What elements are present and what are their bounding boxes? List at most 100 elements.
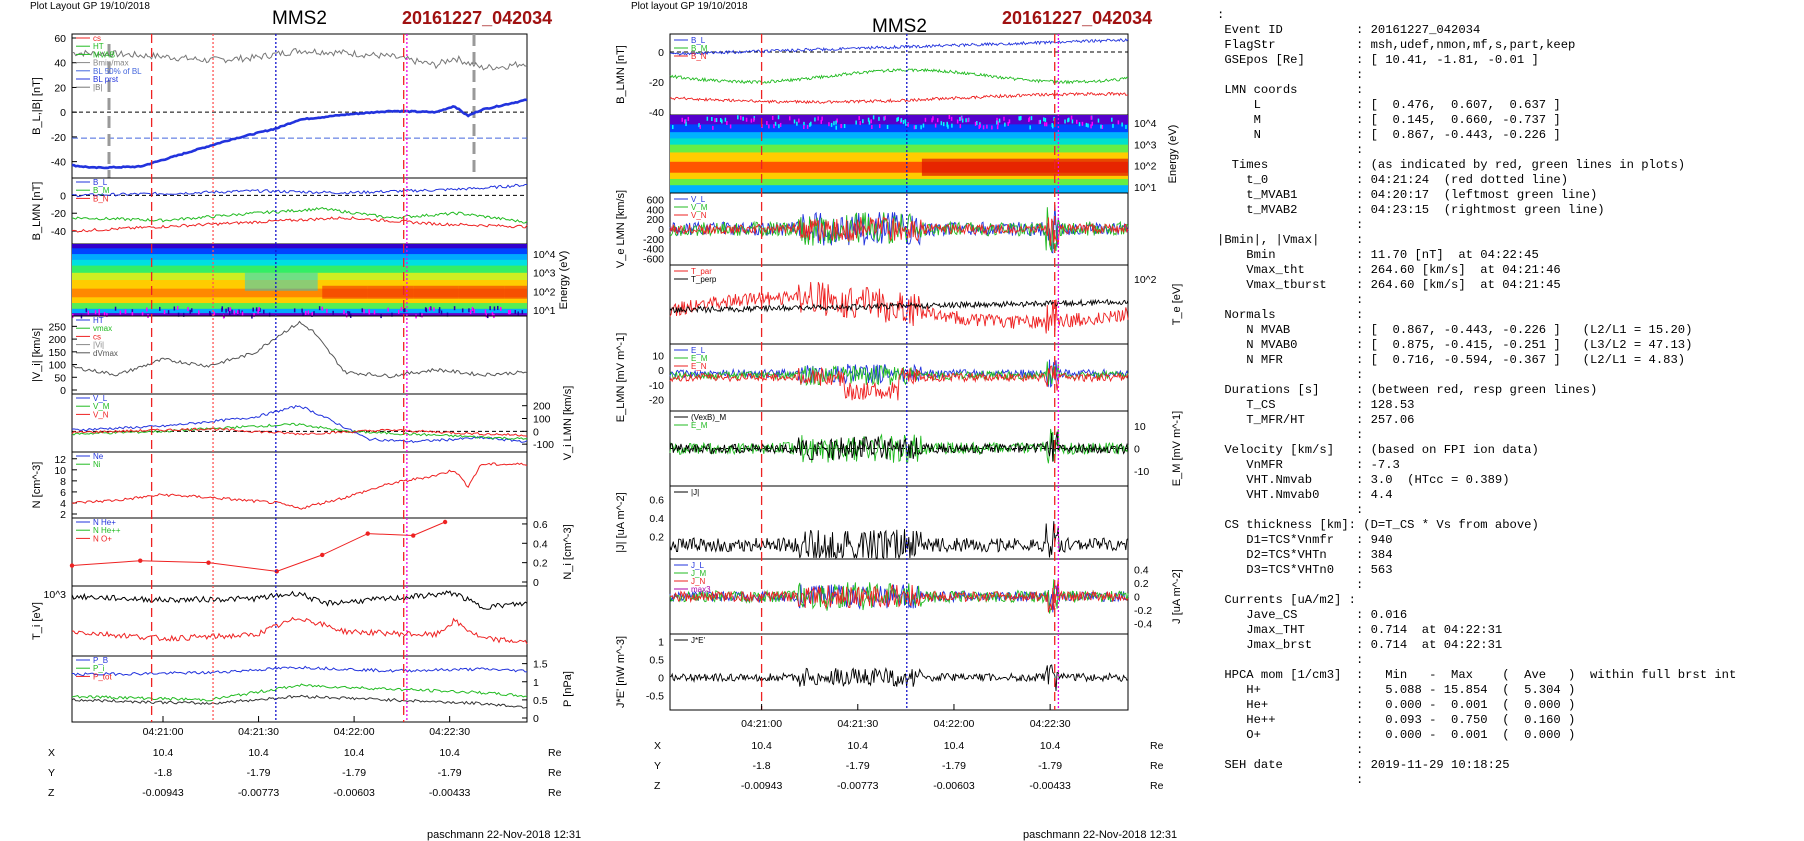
spectrogram-noise — [173, 306, 176, 311]
series-b-n — [71, 216, 528, 233]
y-axis-label: B_L,|B| [nT] — [31, 77, 43, 135]
legend-label: cs — [93, 34, 101, 43]
spectrogram-noise — [163, 310, 166, 315]
legend-label: (VexB)_M — [691, 413, 726, 422]
position-value: -0.00433 — [429, 787, 471, 799]
series-bl — [71, 98, 528, 170]
spectrogram-noise — [1125, 124, 1127, 129]
spectrogram-noise — [936, 118, 939, 123]
y-axis-label: T_i [eV] — [31, 602, 43, 640]
spectrogram-noise — [1045, 122, 1048, 127]
spectrogram-noise — [508, 310, 511, 315]
position-value: -0.00603 — [933, 780, 975, 792]
position-row-label: X — [48, 747, 55, 759]
spectrogram-noise — [719, 118, 722, 123]
y-tick-label: -200 — [643, 234, 664, 246]
spectrogram-noise — [373, 310, 376, 315]
spectrogram-noise — [886, 125, 889, 130]
legend-label: P_B — [93, 656, 108, 665]
position-value: 10.4 — [248, 747, 269, 759]
spectrogram-noise — [803, 121, 805, 126]
spectrogram-noise — [729, 124, 732, 129]
spectrogram-noise — [1121, 122, 1123, 127]
spectrogram-noise — [998, 118, 1001, 123]
y-tick-label: 6 — [60, 487, 66, 499]
energy-tick-label: 10^2 — [533, 286, 556, 298]
spectrogram-noise — [361, 308, 364, 313]
spectrogram-noise — [897, 116, 899, 121]
y-tick-label: 100 — [533, 414, 551, 426]
spectrogram-noise — [974, 121, 977, 126]
spectrogram-noise — [840, 124, 843, 129]
y-tick-label: -40 — [51, 226, 66, 238]
series-e-m — [669, 361, 1129, 386]
spectrogram-noise — [213, 311, 216, 316]
energy-axis-label: Energy (eV) — [558, 251, 570, 310]
x-tick-label: 04:21:00 — [741, 718, 782, 730]
series-t_perp — [71, 616, 528, 645]
spectrogram-noise — [321, 306, 324, 311]
spectrogram-noise — [146, 307, 148, 312]
spectrogram-noise — [497, 305, 499, 310]
spectrogram-noise — [159, 306, 161, 311]
spectrogram-noise — [311, 312, 313, 317]
legend-label: T_par — [691, 267, 712, 276]
spectrogram-noise — [233, 310, 236, 315]
y-tick-label: 10 — [54, 465, 66, 477]
spectrogram-noise — [87, 310, 90, 315]
y-tick-label: 0.2 — [649, 531, 664, 543]
spectrogram-band — [670, 178, 1128, 186]
position-value: 10.4 — [153, 747, 174, 759]
spectrogram-noise — [996, 120, 998, 125]
position-row-label: X — [654, 740, 661, 752]
spectrogram-noise — [1018, 116, 1020, 121]
spectrogram-noise — [950, 116, 953, 121]
spectrogram-noise — [997, 121, 999, 126]
y-tick-label: 0.2 — [533, 558, 548, 570]
spectrogram-hot — [390, 285, 414, 299]
legend-label: V_N — [93, 410, 109, 419]
spectrogram-noise — [699, 124, 701, 129]
spectrogram-band — [670, 172, 1128, 180]
spectrogram-noise — [318, 306, 321, 311]
spectrogram-noise — [301, 308, 303, 313]
spectrogram-noise — [430, 306, 432, 311]
spectrogram-noise — [307, 310, 310, 315]
x-tick-label: 04:21:30 — [238, 726, 279, 738]
spectrogram-noise — [493, 306, 496, 311]
spectrogram-band — [72, 308, 527, 314]
spectrogram-noise — [198, 310, 200, 315]
info-line: Jmax_THT : 0.714 at 04:22:31 — [1217, 623, 1503, 637]
middle-panel-em: (VexB)_ME_M — [669, 410, 1129, 487]
y-tick-label: 0.2 — [1134, 578, 1149, 590]
spectrogram-noise — [810, 121, 812, 126]
spectrogram-noise — [403, 308, 405, 313]
spectrogram-noise — [779, 122, 782, 127]
spectrogram-noise — [778, 124, 780, 129]
spectrogram-noise — [1112, 123, 1114, 128]
spectrogram-noise — [965, 118, 967, 123]
spectrogram-noise — [978, 124, 980, 129]
spectrogram-noise — [428, 307, 431, 312]
info-line: T_MFR/HT : 257.06 — [1217, 413, 1415, 427]
middle-spacecraft-title: MMS2 — [872, 16, 927, 37]
spectrogram-noise — [438, 307, 441, 312]
series-b-m — [71, 207, 528, 224]
spectrogram-band — [670, 144, 1128, 153]
spectrogram-noise — [883, 116, 885, 121]
legend-label: J_L — [691, 561, 704, 570]
y-tick-label: 400 — [646, 204, 664, 216]
position-value: -1.8 — [154, 767, 172, 779]
panel-frame — [71, 393, 528, 453]
spectrogram-noise — [419, 312, 421, 317]
spectrogram-noise — [967, 118, 969, 123]
spectrogram-noise — [982, 125, 985, 130]
info-line: : — [1217, 578, 1364, 592]
spectrogram-noise — [820, 119, 822, 124]
spectrogram-noise — [1004, 122, 1006, 127]
left-footer: paschmann 22-Nov-2018 12:31 — [427, 829, 582, 841]
legend-label: B_L — [93, 178, 108, 187]
spectrogram-noise — [947, 124, 949, 129]
spectrogram-noise — [238, 309, 240, 314]
